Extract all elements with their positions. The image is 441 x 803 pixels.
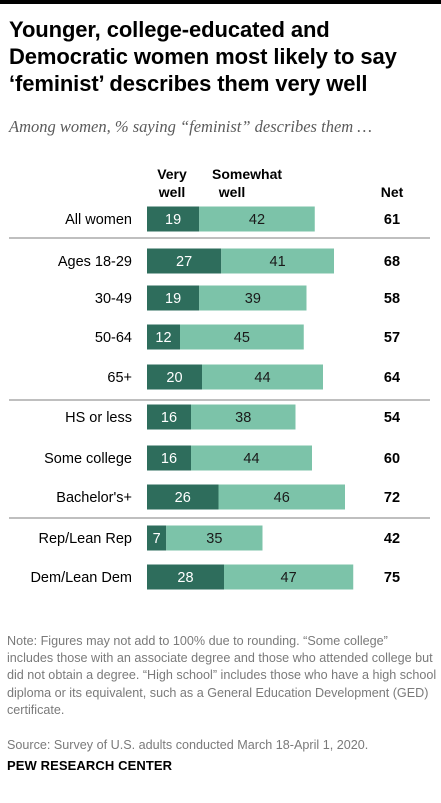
bar-very-well-value: 7 [153,531,161,547]
net-value: 60 [384,451,400,467]
stacked-bar-chart: Very well Somewhat well Net All women 19 42 61 Ag… [9,166,430,590]
bar-very-well [147,285,200,311]
header-very-well-line2: well [158,184,185,200]
bar-somewhat-well [191,445,312,471]
chart-source: Source: Survey of U.S. adults conducted … [7,738,369,752]
category-label: HS or less [65,410,132,426]
bar-somewhat-well-value: 41 [270,254,286,270]
bar-somewhat-well-value: 35 [206,531,222,547]
bar-very-well [147,206,200,232]
chart-title: Younger, college-educated and Democratic… [9,17,397,96]
bar-very-well [147,248,222,274]
net-value: 75 [384,570,400,586]
header-net: Net [381,184,404,200]
bar-very-well [147,404,191,430]
bar-very-well [147,564,224,590]
bar-very-well-value: 19 [165,291,181,307]
net-value: 61 [384,212,400,228]
bar-somewhat-well [199,285,307,311]
net-value: 42 [384,531,400,547]
net-value: 64 [384,370,400,386]
bar-somewhat-well [191,404,296,430]
top-rule [0,0,441,4]
bar-very-well-value: 28 [177,570,193,586]
category-label: 65+ [107,370,132,386]
bar-somewhat-well-value: 45 [234,330,250,346]
bar-somewhat-well-value: 38 [235,410,251,426]
bar-very-well [147,484,219,510]
bar-somewhat-well-value: 44 [243,451,259,467]
bar-somewhat-well [224,564,354,590]
chart-note: Note: Figures may not add to 100% due to… [7,634,437,717]
category-label: 50-64 [95,330,132,346]
category-label: Dem/Lean Dem [30,570,132,586]
bar-somewhat-well [180,324,304,350]
brand-label: PEW RESEARCH CENTER [7,758,173,773]
category-label: 30-49 [95,291,132,307]
net-value: 54 [384,410,400,426]
bar-somewhat-well [166,525,263,551]
bar-very-well-value: 27 [176,254,192,270]
bar-very-well-value: 19 [165,212,181,228]
category-label: Rep/Lean Rep [38,531,132,547]
bar-very-well-value: 20 [166,370,182,386]
bar-very-well-value: 12 [155,330,171,346]
bar-very-well-value: 16 [161,410,177,426]
bar-very-well-value: 16 [161,451,177,467]
category-label: Ages 18-29 [58,254,132,270]
bar-very-well [147,525,167,551]
category-label: All women [65,212,132,228]
bar-somewhat-well [199,206,315,232]
bar-very-well-value: 26 [175,490,191,506]
net-value: 58 [384,291,400,307]
bar-very-well [147,364,202,390]
category-label: Some college [44,451,132,467]
bar-somewhat-well [202,364,323,390]
bar-somewhat-well-value: 44 [254,370,270,386]
net-value: 57 [384,330,400,346]
bar-very-well [147,324,180,350]
header-somewhat-well-line2: well [218,184,245,200]
bar-somewhat-well-value: 42 [249,212,265,228]
net-value: 72 [384,490,400,506]
header-somewhat-well-line1: Somewhat [212,166,282,182]
bar-somewhat-well-value: 39 [245,291,261,307]
chart-subtitle: Among women, % saying “feminist” describ… [9,117,372,136]
bar-very-well [147,445,191,471]
bar-somewhat-well-value: 46 [274,490,290,506]
header-very-well-line1: Very [157,166,187,182]
net-value: 68 [384,254,400,270]
bar-somewhat-well [218,484,345,510]
category-label: Bachelor's+ [56,490,132,506]
bar-somewhat-well-value: 47 [281,570,297,586]
bar-somewhat-well [221,248,334,274]
